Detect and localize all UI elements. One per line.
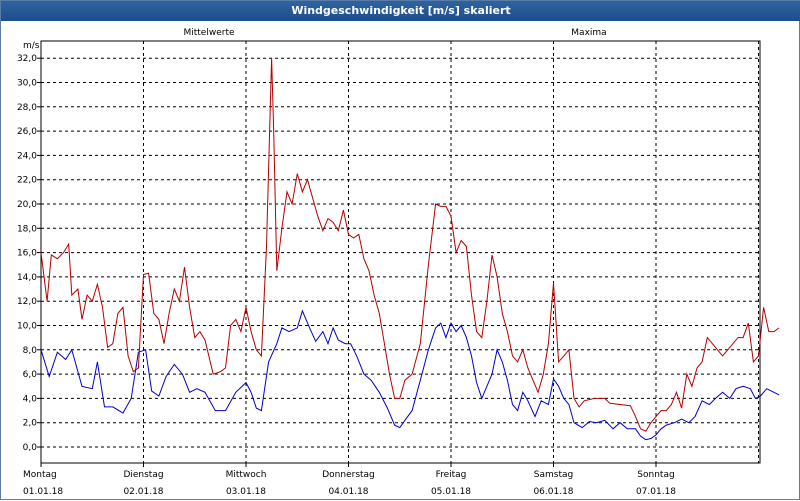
y-tick-label: 32,0 (17, 54, 37, 64)
x-day-label: Dienstag (123, 470, 163, 480)
y-tick-label: 24,0 (17, 151, 37, 161)
x-date-label: 05.01.18 (431, 487, 471, 497)
legend-mittelwerte: Mittelwerte (183, 28, 234, 38)
legend-maxima: Maxima (571, 28, 606, 38)
y-axis: 0,0 2,0 4,0 6,0 8,0 10,0 12,0 14,0 16,0 18,0 20,0 2… (17, 54, 41, 453)
y-tick-label: 14,0 (17, 273, 37, 283)
x-axis: Montag 01.01.18 Dienstag 02.01.18 Mittwoch 03… (23, 463, 676, 497)
y-tick-label: 10,0 (17, 322, 37, 332)
y-tick-label: 28,0 (17, 103, 37, 113)
x-date-label: 04.01.18 (328, 487, 368, 497)
y-tick-label: 0,0 (23, 443, 38, 453)
y-tick-label: 6,0 (23, 370, 38, 380)
y-tick-label: 8,0 (23, 346, 38, 356)
y-tick-label: 20,0 (17, 200, 37, 210)
window-title: Windgeschwindigkeit [m/s] skaliert (1, 1, 800, 21)
x-day-label: Samstag (534, 470, 573, 480)
x-day-label: Sonntag (637, 470, 674, 480)
x-day-label: Montag (23, 470, 57, 480)
series-line-mittelwerte (40, 309, 780, 441)
y-tick-label: 18,0 (17, 224, 37, 234)
grid-lines (41, 41, 760, 463)
x-date-label: 06.01.18 (533, 487, 573, 497)
y-tick-label: 16,0 (17, 249, 37, 259)
x-date-label: 07.01.18 (636, 487, 676, 497)
x-day-label: Donnerstag (322, 470, 375, 480)
x-date-label: 01.01.18 (23, 487, 63, 497)
plot-area (40, 40, 761, 464)
y-axis-unit: m/s (23, 41, 40, 51)
y-tick-label: 26,0 (17, 127, 37, 137)
y-tick-label: 12,0 (17, 297, 37, 307)
series-layer (40, 58, 780, 441)
y-tick-label: 22,0 (17, 176, 37, 186)
x-date-label: 02.01.18 (123, 487, 163, 497)
series-line-maxima (40, 58, 780, 432)
y-tick-label: 2,0 (23, 419, 38, 429)
x-day-label: Mittwoch (226, 470, 267, 480)
y-tick-label: 30,0 (17, 79, 37, 89)
x-day-label: Freitag (436, 470, 467, 480)
x-date-label: 03.01.18 (226, 487, 266, 497)
y-tick-label: 4,0 (23, 394, 38, 404)
